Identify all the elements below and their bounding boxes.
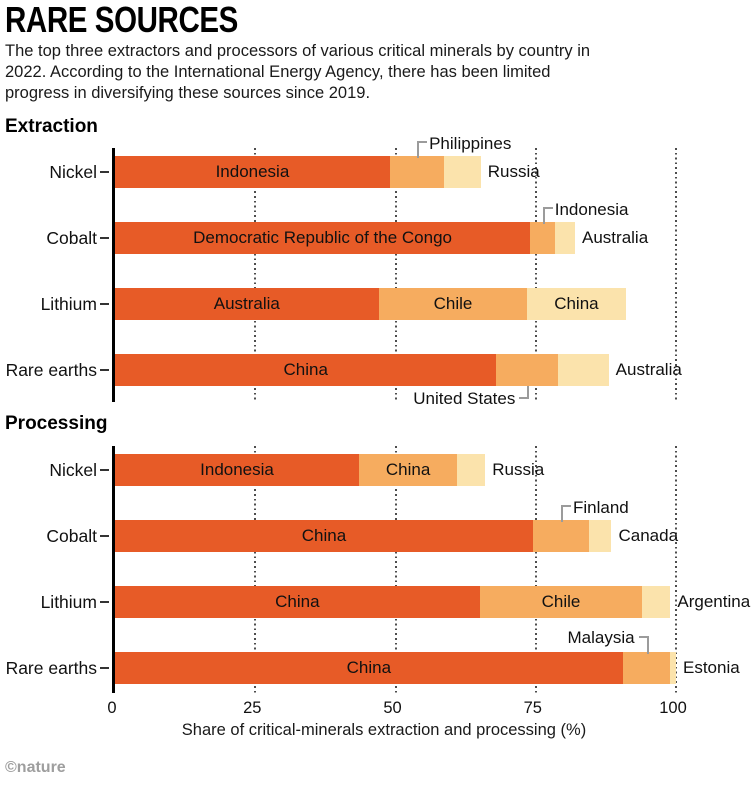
extraction-section: Extraction Nickel Indonesia Philippines Rus… bbox=[5, 116, 751, 408]
segment-label-malaysia: Malaysia bbox=[567, 628, 635, 647]
bar-segment-china bbox=[115, 520, 533, 552]
x-tick-0: 0 bbox=[107, 699, 117, 717]
segment-label-australia: Australia bbox=[582, 228, 649, 247]
segment-label-chile: Chile bbox=[541, 592, 581, 611]
section-heading-extraction: Extraction bbox=[5, 116, 98, 137]
bar-segment-canada bbox=[589, 520, 612, 552]
subtitle: The top three extractors and processors … bbox=[5, 42, 591, 102]
segment-label-estonia: Estonia bbox=[683, 658, 740, 677]
callout-line-united-states bbox=[519, 386, 530, 399]
x-tick-75: 75 bbox=[523, 699, 542, 717]
segment-label-china: China bbox=[346, 658, 392, 677]
segment-label-australia: Australia bbox=[615, 360, 682, 379]
segment-label-canada: Canada bbox=[618, 526, 679, 545]
gridline-75 bbox=[534, 148, 537, 402]
segment-label-indonesia: Indonesia bbox=[554, 200, 629, 219]
segment-label-china: China bbox=[385, 460, 431, 479]
page-title: RARE SOURCES bbox=[5, 0, 238, 40]
segment-label-russia: Russia bbox=[492, 460, 545, 479]
category-tick-rare-earths bbox=[100, 369, 109, 371]
segment-label-china: China bbox=[301, 526, 347, 545]
category-label-cobalt: Cobalt bbox=[46, 228, 97, 248]
gridline-75 bbox=[534, 446, 537, 693]
segment-label-china: China bbox=[275, 592, 320, 611]
header: RARE SOURCES The top three extractors an… bbox=[5, 0, 751, 104]
category-tick-nickel bbox=[100, 171, 109, 173]
callout-line-malaysia bbox=[638, 636, 649, 654]
bar-segment-indonesia bbox=[530, 222, 556, 254]
gridline-25 bbox=[254, 446, 257, 693]
section-heading-processing: Processing bbox=[5, 413, 108, 434]
bar-segment-chile bbox=[378, 288, 528, 320]
category-tick-cobalt bbox=[100, 535, 109, 537]
x-tick-100: 100 bbox=[659, 699, 687, 717]
x-axis: Share of critical-minerals extraction an… bbox=[107, 693, 686, 741]
bar-segment-australia bbox=[558, 354, 609, 386]
segment-label-finland: Finland bbox=[572, 498, 629, 517]
callout-line-finland bbox=[560, 505, 571, 522]
bar-segment-finland bbox=[532, 520, 590, 552]
segment-label-indonesia: Indonesia bbox=[200, 460, 274, 479]
category-label-nickel: Nickel bbox=[49, 460, 97, 480]
bar-segment-china bbox=[115, 586, 480, 618]
bar-segment-russia bbox=[444, 156, 481, 188]
category-label-lithium: Lithium bbox=[40, 592, 97, 612]
category-label-nickel: Nickel bbox=[49, 162, 97, 182]
segment-label-democratic-republic-of-the-congo: Democratic Republic of the Congo bbox=[193, 228, 453, 247]
category-tick-rare-earths bbox=[100, 667, 109, 669]
segment-label-russia: Russia bbox=[487, 162, 540, 181]
extraction-chart: Nickel Indonesia Philippines Russia Cobalt De… bbox=[6, 135, 682, 408]
bar-segment-argentina bbox=[642, 586, 671, 618]
gridline-100 bbox=[675, 446, 677, 693]
category-label-cobalt: Cobalt bbox=[46, 526, 97, 546]
category-label-lithium: Lithium bbox=[40, 294, 97, 314]
processing-section: Processing Nickel Indonesia China Russia Cob… bbox=[5, 413, 751, 693]
category-tick-nickel bbox=[100, 469, 109, 471]
segment-label-indonesia: Indonesia bbox=[215, 162, 290, 181]
callout-line-philippines bbox=[417, 141, 428, 158]
gridline-50 bbox=[394, 148, 397, 402]
bar-segment-malaysia bbox=[622, 652, 671, 684]
bar-segment-australia bbox=[555, 222, 575, 254]
category-label-rare-earths: Rare earths bbox=[5, 360, 97, 380]
bar-segment-australia bbox=[115, 288, 379, 320]
x-tick-25: 25 bbox=[243, 699, 262, 717]
bar-segment-chile bbox=[479, 586, 643, 618]
category-tick-lithium bbox=[100, 601, 109, 603]
gridline-25 bbox=[254, 148, 257, 402]
segment-label-china: China bbox=[554, 294, 599, 313]
processing-chart: Nickel Indonesia China Russia Cobalt China Fin… bbox=[6, 446, 750, 693]
bar-segment-china bbox=[359, 454, 458, 486]
segment-label-chile: Chile bbox=[433, 294, 473, 313]
bar-segment-china bbox=[527, 288, 626, 320]
category-label-rare-earths: Rare earths bbox=[5, 658, 97, 678]
gridline-100 bbox=[675, 148, 677, 402]
segment-label-united-states: United States bbox=[413, 389, 516, 408]
bar-segment-china bbox=[115, 652, 623, 684]
category-tick-cobalt bbox=[100, 237, 109, 239]
segment-label-argentina: Argentina bbox=[677, 592, 751, 611]
bar-segment-russia bbox=[457, 454, 486, 486]
bar-segment-philippines bbox=[389, 156, 445, 188]
category-tick-lithium bbox=[100, 303, 109, 305]
gridline-50 bbox=[394, 446, 397, 693]
x-axis-title: Share of critical-minerals extraction an… bbox=[181, 721, 587, 739]
bar-segment-democratic-republic-of-the-congo bbox=[115, 222, 531, 254]
callout-line-indonesia bbox=[542, 207, 553, 224]
segment-label-australia: Australia bbox=[213, 294, 280, 313]
bar-segment-united-states bbox=[496, 354, 559, 386]
bar-segment-indonesia bbox=[115, 454, 360, 486]
bar-segment-china bbox=[115, 354, 497, 386]
bar-segment-indonesia bbox=[115, 156, 390, 188]
segment-label-china: China bbox=[283, 360, 328, 379]
nature-credit: ©nature bbox=[5, 759, 66, 776]
bar-segment-estonia bbox=[670, 652, 676, 684]
segment-label-philippines: Philippines bbox=[429, 134, 512, 153]
x-tick-50: 50 bbox=[383, 699, 402, 717]
